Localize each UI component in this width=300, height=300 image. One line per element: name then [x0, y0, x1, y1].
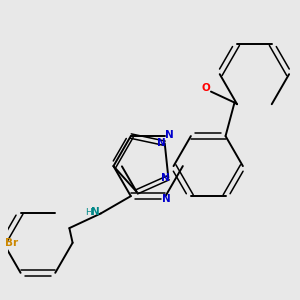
Text: O: O	[202, 83, 210, 93]
Text: N: N	[162, 194, 171, 204]
Text: N: N	[165, 130, 174, 140]
Text: N: N	[161, 173, 170, 183]
Text: N: N	[92, 207, 100, 217]
Text: N: N	[157, 138, 165, 148]
Text: H: H	[85, 208, 92, 217]
Text: Br: Br	[5, 238, 19, 248]
